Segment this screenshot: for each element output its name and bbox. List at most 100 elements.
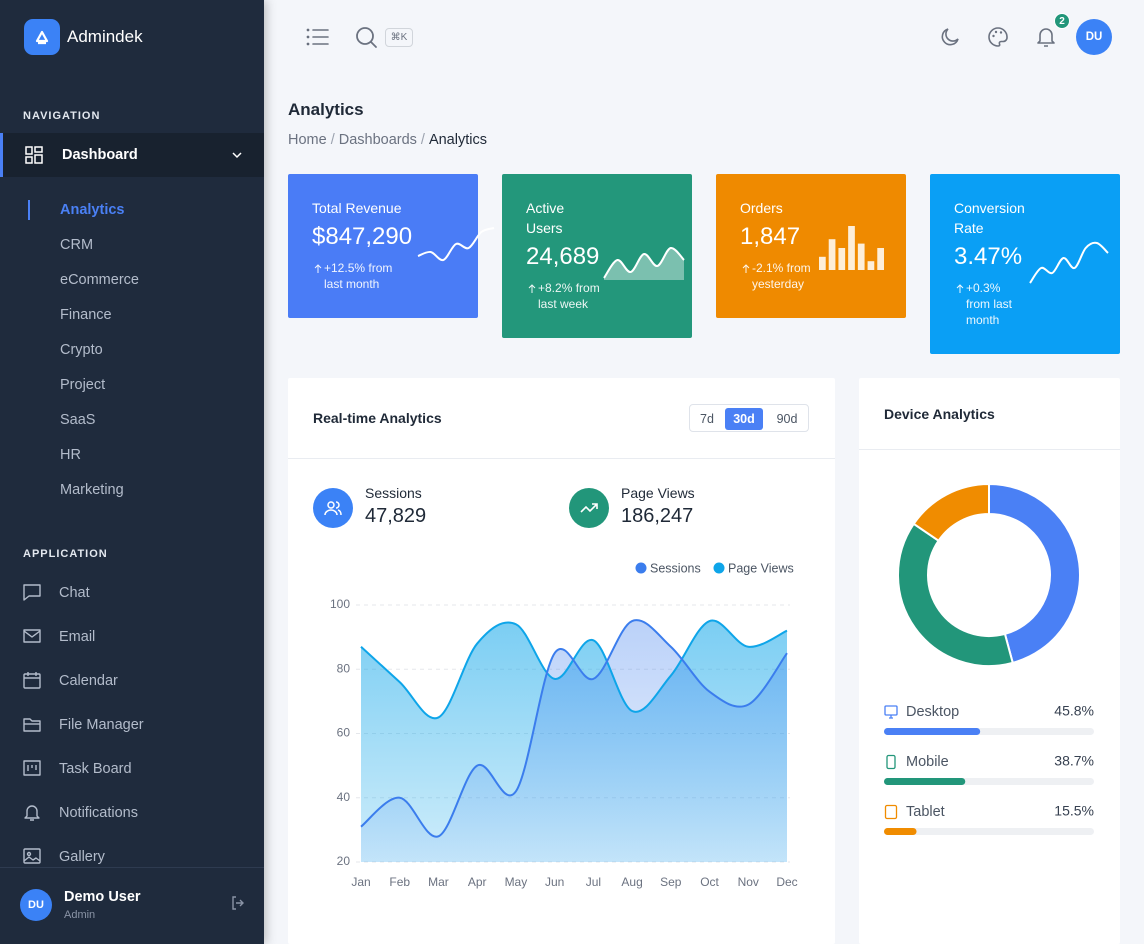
brand-name: Admindek [67,27,143,46]
change-arrow [742,264,750,273]
chevron [232,152,242,159]
card-change: +8.2% from last week [526,280,616,312]
card-value: 1,847 [740,223,801,250]
period-button[interactable]: 30d [725,408,763,430]
stat-card: Conversion Rate 3.47% +0.3% from last mont… [930,174,1120,354]
change-arrow [956,284,964,293]
realtime-panel: Real-time Analytics 7d 30d 90d Sessions 47,… [288,378,835,944]
menu-toggle[interactable] [306,27,330,47]
nav-item[interactable]: SaaS [60,412,96,428]
period-switch: 7d 30d 90d [689,404,809,432]
brand-logo[interactable] [24,19,60,55]
notification-bell[interactable] [1034,25,1058,49]
nav-icon [22,582,42,602]
nav-item[interactable]: Crypto [60,342,103,358]
change-arrow [314,264,322,273]
page-title: Analytics [288,100,364,119]
nav-icon [22,714,42,734]
logout-icon[interactable] [230,895,246,911]
nav-item[interactable]: Analytics [60,202,125,218]
section-heading: APPLICATION [23,548,108,560]
profile-avatar[interactable]: DU [1076,19,1112,55]
breadcrumb: Home / Dashboards / Analytics [288,131,487,149]
nav-item[interactable]: Gallery [59,849,105,865]
user-avatar[interactable]: DU [20,889,52,921]
theme-toggle[interactable] [938,25,962,49]
stat-name: Sessions [365,485,422,501]
change-arrow [528,284,536,293]
sessions-stat: Sessions 47,829 [365,485,426,528]
nav-group-label: Dashboard [62,147,138,163]
nav-icon [22,758,42,778]
group-icon [25,146,43,164]
card-title: Orders [740,200,783,216]
stat-card: Total Revenue $847,290 +12.5% from last mo… [288,174,478,318]
device-panel: Device Analytics [859,378,1120,944]
notification-badge: 2 [1054,13,1070,29]
card-value: 24,689 [526,243,600,270]
pageviews-stat: Page Views 186,247 [621,485,695,528]
search-icon[interactable] [355,26,379,50]
breadcrumb-item[interactable]: Dashboards [338,132,417,148]
breadcrumb-separator: / [330,132,335,148]
card-change: -2.1% from yesterday [740,260,830,292]
nav-icon [22,670,42,690]
pageviews-icon [569,488,609,528]
card-change: +12.5% from last month [312,260,404,292]
user-name: Demo User [64,889,141,905]
stat-card: Orders 1,847 -2.1% from yesterday [716,174,906,318]
icon-glyph [23,629,41,643]
card-title: Conversion Rate [954,200,1025,236]
period-button[interactable]: 90d [776,412,798,426]
nav-item[interactable]: eCommerce [60,272,139,288]
users-glyph [324,501,342,516]
nav-item[interactable]: Project [60,377,106,393]
nav-group[interactable]: Dashboard [0,133,264,177]
stat-value: 186,247 [621,505,694,527]
breadcrumb-separator: / [420,132,425,148]
stat-card: Active Users 24,689 +8.2% from last week [502,174,692,338]
divider [288,458,835,459]
trend-glyph [580,503,598,513]
panel-title: Device Analytics [884,406,995,422]
nav-item[interactable]: Chat [59,585,90,601]
user-bar: DU Demo User Admin [0,867,264,944]
nav-item[interactable]: Notifications [59,805,138,821]
stat-name: Page Views [621,485,695,501]
icon-glyph [23,672,41,689]
nav-icon [22,846,42,866]
nav-icon [22,802,42,822]
breadcrumb-item[interactable]: Home [288,132,327,148]
icon-glyph [23,760,41,776]
palette-icon[interactable] [986,25,1010,49]
nav-item[interactable]: Email [59,629,96,645]
nav-item[interactable]: Task Board [59,761,132,777]
nav-item[interactable]: HR [60,447,81,463]
card-title: Total Revenue [312,200,402,216]
nav-item[interactable]: Marketing [60,482,124,498]
nav-icon [22,626,42,646]
card-change: +0.3% from last month [954,280,1022,328]
icon-glyph [23,718,41,732]
nav-item[interactable]: CRM [60,237,94,253]
icon-glyph [23,848,41,864]
nav-item[interactable]: File Manager [59,717,144,733]
icon-glyph [23,584,41,601]
divider [859,449,1120,450]
icon-glyph [24,805,40,821]
active-indicator [28,200,30,220]
card-title: Active Users [526,200,565,236]
period-button[interactable]: 7d [700,412,714,426]
logo-glyph [35,30,49,45]
nav-item[interactable]: Finance [60,307,112,323]
card-value: $847,290 [312,223,413,250]
card-value: 3.47% [954,243,1023,270]
search-shortcut: ⌘K [385,28,413,47]
nav-item[interactable]: Calendar [59,673,118,689]
sessions-icon [313,488,353,528]
panel-title: Real-time Analytics [313,410,442,426]
sidebar: Admindek NAVIGATION Dashboard Analytics CRM… [0,0,264,944]
stat-value: 47,829 [365,505,427,527]
section-heading: NAVIGATION [23,110,101,122]
